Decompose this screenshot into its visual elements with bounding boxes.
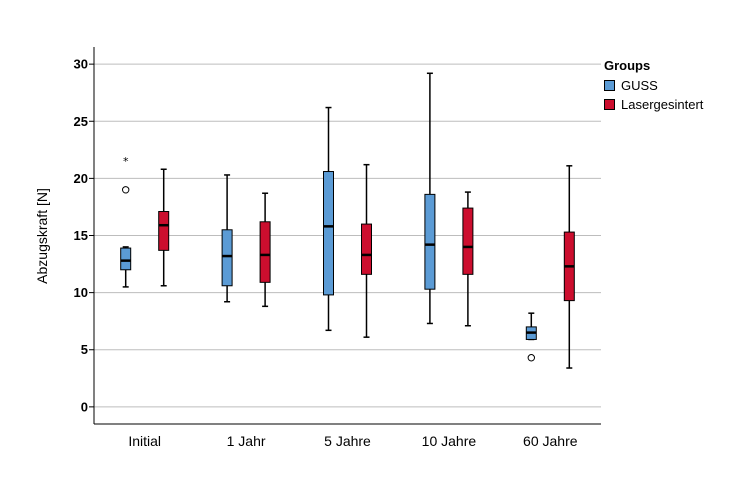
box-guss-0: * <box>120 155 132 288</box>
legend-item-guss: GUSS <box>604 76 703 95</box>
x-tick-label: 10 Jahre <box>422 433 477 449</box>
legend-label-guss: GUSS <box>621 78 658 93</box>
x-tick-label: Initial <box>128 433 161 449</box>
box-lasergesintert-1 <box>259 192 271 308</box>
legend-title: Groups <box>604 58 651 73</box>
x-tick-label: 1 Jahr <box>227 433 266 449</box>
legend-item-lasergesintert: Lasergesintert <box>604 95 703 114</box>
y-axis-label: Abzugskraft [N] <box>34 188 50 284</box>
box-lasergesintert-0 <box>158 168 170 287</box>
outlier-point <box>122 186 130 194</box>
box-iqr <box>462 207 474 275</box>
y-tick-label-25: 25 <box>74 114 88 129</box>
y-tick-label-20: 20 <box>74 171 88 186</box>
box-iqr <box>361 223 372 275</box>
x-tick-label: 60 Jahre <box>523 433 578 449</box>
box-guss-1 <box>221 174 233 303</box>
box-iqr <box>158 211 170 251</box>
y-tick-label-5: 5 <box>81 342 88 357</box>
y-tick-label-15: 15 <box>74 228 88 243</box>
box-lasergesintert-2 <box>361 163 372 338</box>
legend-swatch-guss <box>604 80 615 91</box>
box-lasergesintert-4 <box>563 165 575 369</box>
box-iqr <box>259 221 271 283</box>
gridlines <box>94 63 601 408</box>
y-tick-labels: 0 5 10 15 20 25 30 <box>74 57 94 414</box>
box-lasergesintert-3 <box>462 191 474 327</box>
box-plots: * <box>120 72 575 369</box>
extreme-point: * <box>123 155 129 168</box>
box-guss-4 <box>525 312 537 362</box>
box-guss-2 <box>323 106 334 332</box>
y-tick-label-10: 10 <box>74 285 88 300</box>
box-iqr <box>323 171 334 296</box>
y-tick-label-0: 0 <box>81 399 88 414</box>
x-tick-label: 5 Jahre <box>324 433 371 449</box>
x-tick-labels: Initial 1 Jahr 5 Jahre 10 Jahre 60 Jahre <box>128 433 577 449</box>
y-tick-label-30: 30 <box>74 57 88 72</box>
outlier-point <box>527 354 535 362</box>
legend-swatch-lasergesintert <box>604 99 615 110</box>
legend: Groups GUSS Lasergesintert <box>604 58 703 114</box>
box-iqr <box>120 247 132 271</box>
legend-label-lasergesintert: Lasergesintert <box>621 97 704 112</box>
box-iqr <box>424 193 436 290</box>
box-guss-3 <box>424 72 436 325</box>
box-iqr <box>221 229 233 287</box>
